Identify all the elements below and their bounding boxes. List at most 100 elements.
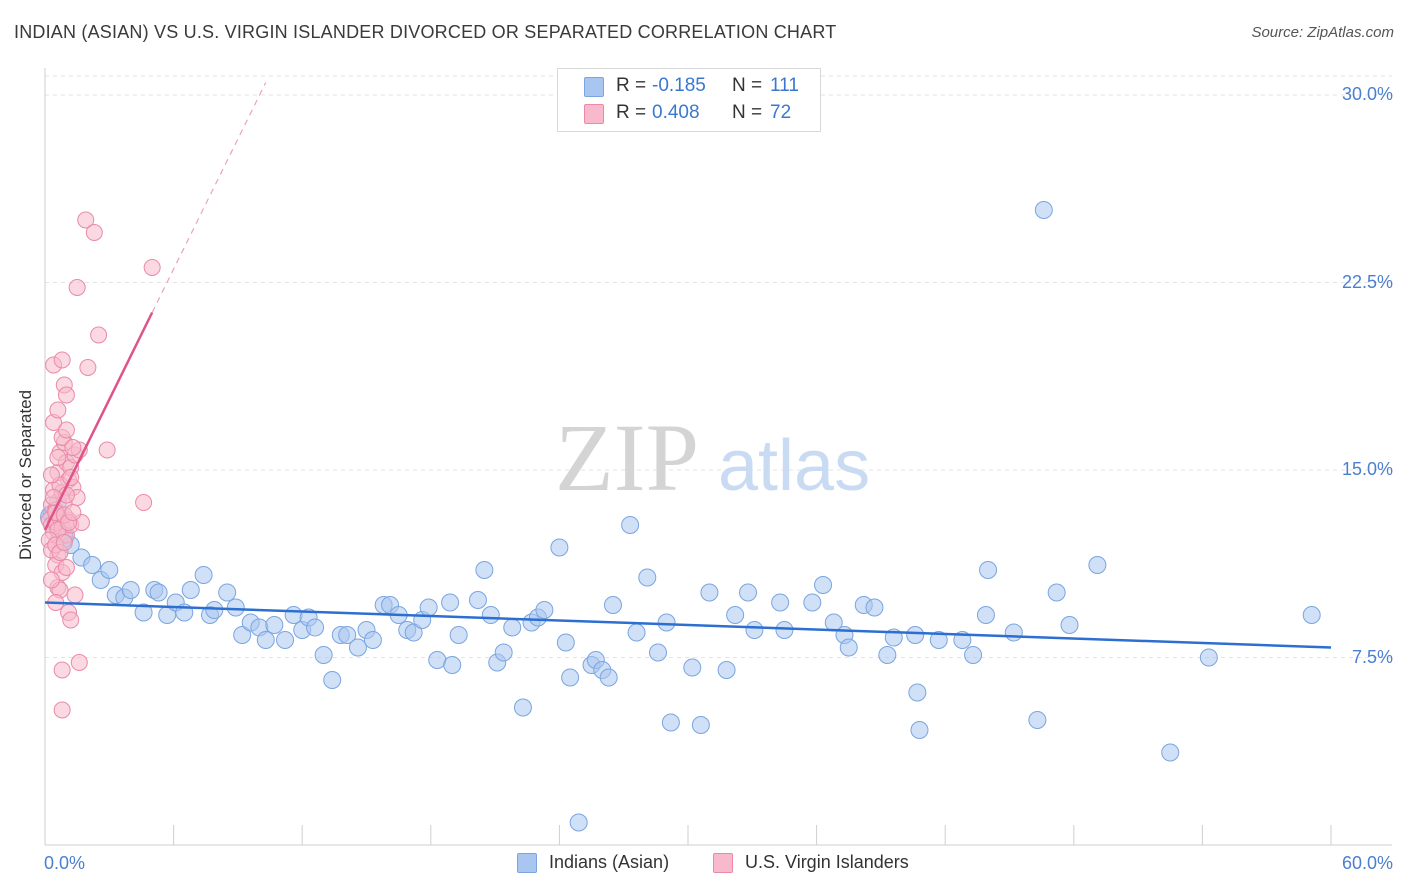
- stats-r-value: 0.408: [652, 102, 700, 123]
- zipatlas-watermark: ZIP atlas: [555, 404, 870, 511]
- data-point: [64, 439, 82, 456]
- data-point: [77, 211, 95, 229]
- data-point: [226, 598, 245, 617]
- data-point: [910, 721, 929, 739]
- data-point: [1028, 711, 1047, 729]
- data-point: [745, 621, 764, 639]
- data-point: [42, 571, 60, 589]
- data-point: [314, 646, 333, 664]
- correlation-stats-box: R = -0.185 N = 111 R = 0.408 N = 72: [557, 68, 821, 132]
- data-point: [85, 224, 103, 241]
- legend-swatch-blue: [517, 852, 537, 873]
- data-point: [79, 359, 97, 376]
- x-tick-label-max: 60.0%: [1341, 853, 1393, 873]
- stats-r-label: R =: [616, 75, 647, 96]
- series-virgin-islanders-points: [40, 211, 161, 719]
- data-point: [878, 646, 897, 664]
- data-point: [1034, 201, 1053, 219]
- data-point: [1060, 616, 1079, 634]
- data-point: [66, 586, 84, 604]
- data-point: [1302, 606, 1321, 624]
- data-point: [535, 601, 554, 619]
- y-tick-label: 30.0%: [1341, 84, 1393, 104]
- data-point: [481, 606, 500, 624]
- data-point: [468, 591, 487, 609]
- data-point: [363, 631, 382, 649]
- data-point: [205, 601, 224, 619]
- data-point: [929, 631, 948, 649]
- data-point: [57, 386, 75, 404]
- data-point: [494, 643, 513, 662]
- stats-r-label: R =: [616, 102, 647, 123]
- data-point: [449, 626, 468, 644]
- y-axis-label-wrap: Divorced or Separated: [16, 390, 36, 580]
- data-point: [1199, 648, 1218, 667]
- data-point: [443, 656, 462, 674]
- data-point: [149, 583, 168, 602]
- legend-item-indians[interactable]: Indians (Asian): [517, 852, 669, 873]
- data-point: [100, 561, 119, 579]
- legend-swatch-pink: [713, 852, 733, 873]
- stats-swatch-blue: [584, 77, 604, 97]
- data-point: [306, 618, 325, 637]
- data-point: [53, 661, 71, 679]
- legend-item-virgin-islanders[interactable]: U.S. Virgin Islanders: [713, 852, 909, 873]
- legend-label: U.S. Virgin Islanders: [745, 852, 909, 872]
- data-point: [323, 671, 342, 689]
- series-indians-points: [40, 201, 1321, 832]
- data-point: [218, 583, 237, 602]
- data-point: [683, 658, 702, 677]
- data-point: [964, 646, 983, 664]
- data-point: [648, 643, 667, 662]
- data-point: [839, 638, 858, 657]
- data-point: [979, 561, 998, 579]
- trend-line-indians: [44, 601, 1332, 649]
- data-point: [1161, 743, 1180, 762]
- data-point: [771, 593, 790, 612]
- data-point: [419, 598, 438, 617]
- data-point: [503, 618, 522, 637]
- data-point: [49, 401, 67, 419]
- data-point: [42, 466, 60, 484]
- trend-line-virgin-islanders: [43, 311, 154, 531]
- data-point: [1004, 623, 1023, 642]
- data-point: [64, 504, 82, 521]
- data-point: [83, 556, 102, 574]
- data-point: [70, 654, 88, 671]
- data-point: [661, 713, 680, 732]
- data-point: [1047, 583, 1066, 602]
- data-point: [599, 668, 618, 687]
- watermark-zip: ZIP: [555, 404, 699, 511]
- data-point: [53, 351, 71, 369]
- data-point: [865, 598, 884, 617]
- data-point: [49, 449, 67, 466]
- data-point: [265, 616, 284, 634]
- y-tick-label: 7.5%: [1351, 646, 1393, 667]
- data-point: [513, 698, 532, 717]
- axes: [44, 68, 1392, 846]
- data-point: [428, 651, 447, 669]
- data-point: [638, 568, 657, 587]
- data-point: [135, 494, 153, 511]
- gridlines: [45, 75, 1392, 658]
- data-point: [739, 583, 758, 602]
- data-point: [803, 593, 822, 612]
- data-point: [775, 621, 794, 639]
- y-tick-label: 15.0%: [1341, 459, 1393, 479]
- data-point: [284, 606, 303, 624]
- data-point: [338, 626, 357, 644]
- y-axis-label: Divorced or Separated: [16, 389, 35, 560]
- trend-line-virgin-islanders-extrapolated: [151, 82, 267, 313]
- watermark-atlas: atlas: [718, 426, 870, 506]
- data-point: [68, 279, 86, 296]
- data-point: [700, 583, 719, 602]
- data-point: [62, 611, 80, 629]
- data-point: [194, 566, 213, 584]
- data-point: [1088, 556, 1107, 574]
- data-point: [143, 259, 161, 276]
- trend-lines: [43, 82, 1332, 649]
- data-point: [475, 561, 494, 579]
- x-tick-label-min: 0.0%: [44, 853, 86, 873]
- data-point: [908, 683, 927, 702]
